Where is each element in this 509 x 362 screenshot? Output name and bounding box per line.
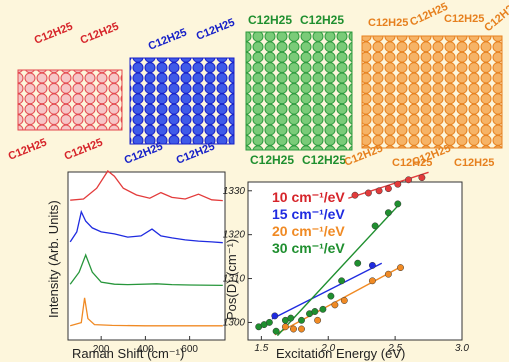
posd-point [384, 185, 392, 193]
ribbon-label: C12H25 [79, 21, 121, 47]
posd-point [298, 316, 305, 324]
red-ribbon: C12H25 C12H25 C12H25 C12H25 [7, 21, 123, 163]
orange-ribbon: C12H25 C12H25 C12H25 C12H25 C12H25 C12H2… [343, 0, 509, 169]
posd-y-tick-label: 1320 [223, 230, 246, 241]
raman-x-tick-label: 400 [137, 344, 154, 355]
ribbon-label: C12H25 [195, 17, 237, 43]
ribbon-label: C12H25 [250, 153, 294, 167]
posd-y-tick-label: 1310 [223, 274, 246, 285]
raman-series-line [69, 253, 223, 287]
posd-chart: 1.5 2.0 2.5 3.0 1300 1310 1320 1330 10 cm⁻¹/eV1… [223, 171, 469, 361]
ribbon-label: C12H25 [248, 13, 292, 27]
ribbon-label: C12H25 [63, 137, 105, 163]
posd-point [287, 314, 295, 322]
raman-x-tick-label: 200 [93, 344, 110, 355]
posd-fit-line [276, 202, 401, 337]
posd-point [311, 308, 319, 315]
ribbon-label: C12H25 [482, 0, 509, 34]
posd-legend-entry: 20 cm⁻¹/eV [272, 223, 345, 239]
raman-series-line [70, 170, 223, 202]
posd-point [272, 327, 280, 335]
posd-fit-line [271, 262, 383, 320]
posd-point [368, 261, 376, 269]
posd-point [375, 187, 383, 195]
posd-point [290, 325, 297, 333]
posd-point [371, 222, 379, 230]
posd-y-tick-label: 1330 [223, 186, 246, 197]
raman-plot-area [67, 171, 226, 341]
ribbon-label: C12H25 [444, 13, 484, 25]
ribbon-label: C12H25 [392, 157, 432, 169]
posd-point [338, 277, 346, 285]
posd-point [394, 200, 402, 208]
posd-y-axis-label: Pos(D) (cm⁻¹) [224, 239, 239, 320]
posd-x-tick-label: 2.0 [320, 343, 335, 354]
posd-x-tick-label: 3.0 [455, 343, 469, 354]
posd-point [327, 292, 335, 300]
ribbon-label: C12H25 [33, 21, 75, 47]
ribbon-label: C12H25 [300, 13, 344, 27]
posd-point [397, 264, 404, 272]
posd-point [354, 259, 362, 267]
posd-point [340, 297, 348, 304]
posd-point [265, 318, 273, 326]
raman-series-line [69, 209, 223, 244]
posd-point [384, 270, 392, 278]
posd-point [418, 174, 426, 182]
raman-x-axis-label: Raman Shift (cm⁻¹) [72, 346, 184, 361]
ribbon-label: C12H25 [302, 153, 346, 167]
posd-legend-entry: 15 cm⁻¹/eV [272, 206, 345, 222]
raman-chart: 200 400 600 Raman Shift (cm⁻¹) Intensity (… [46, 170, 226, 361]
posd-y-tick-label: 1300 [223, 317, 246, 328]
posd-point [364, 189, 372, 197]
posd-point [281, 323, 289, 331]
ribbon-label: C12H25 [7, 137, 49, 163]
raman-series-line [70, 297, 223, 327]
ribbon-label: C12H25 [147, 27, 189, 53]
ribbon-label: C12H25 [454, 157, 494, 169]
posd-point [314, 316, 322, 324]
posd-x-axis-label: Excitation Energy (eV) [276, 346, 405, 361]
posd-legend-entry: 10 cm⁻¹/eV [272, 189, 345, 205]
blue-ribbon: C12H25 C12H25 C12H25 C12H25 [123, 17, 237, 167]
posd-fit-line [274, 265, 403, 336]
posd-x-tick-label: 2.5 [387, 343, 402, 354]
ribbon-label: C12H25 [368, 17, 408, 29]
posd-point [405, 176, 412, 184]
posd-point [351, 191, 359, 199]
posd-point [298, 325, 305, 333]
posd-x-tick-label: 1.5 [254, 343, 268, 354]
raman-x-tick-label: 600 [181, 344, 198, 355]
green-ribbon: C12H25 C12H25 C12H25 C12H25 [245, 13, 353, 167]
posd-legend-entry: 30 cm⁻¹/eV [272, 240, 345, 256]
posd-point [331, 301, 339, 309]
posd-point [368, 277, 376, 285]
posd-point [384, 209, 392, 217]
posd-point [394, 180, 402, 188]
raman-y-axis-label: Intensity (Arb. Units) [46, 200, 61, 318]
posd-point [319, 305, 327, 313]
posd-point [271, 312, 279, 320]
